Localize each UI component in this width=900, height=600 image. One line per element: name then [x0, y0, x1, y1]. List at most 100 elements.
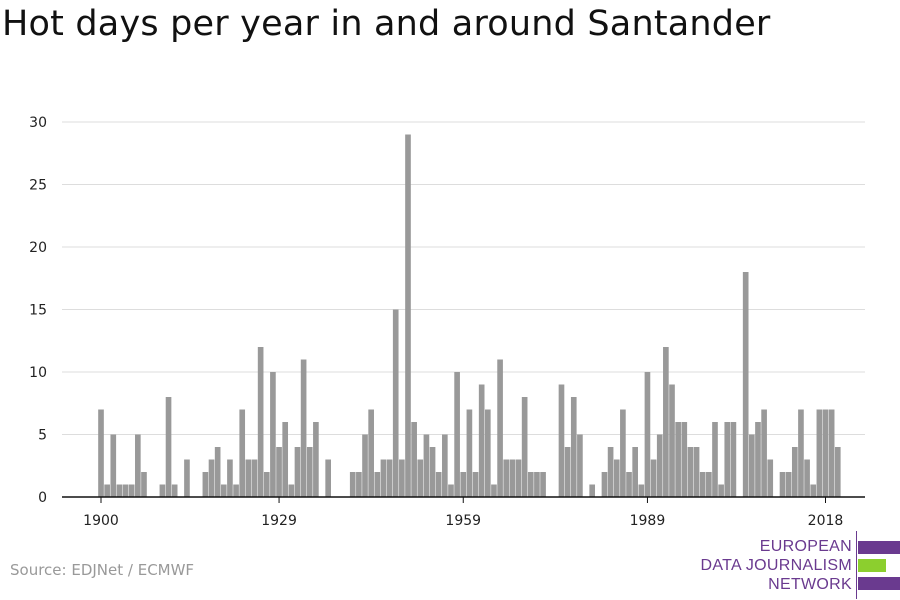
bar-1917 — [202, 472, 209, 497]
bar-2007 — [755, 422, 761, 497]
bar-1943 — [362, 434, 368, 497]
bar-2016 — [810, 484, 817, 497]
bar-1998 — [699, 472, 706, 497]
bar-2009 — [767, 459, 774, 497]
bar-1923 — [239, 409, 246, 497]
bar-1947 — [386, 459, 393, 497]
bar-1924 — [245, 459, 252, 497]
grid-lines — [62, 121, 865, 435]
bar-1999 — [706, 472, 712, 497]
chart-title: Hot days per year in and around Santande… — [2, 4, 771, 44]
bar-1920 — [220, 484, 227, 497]
bar-1971 — [534, 472, 540, 497]
bar-2012 — [785, 472, 792, 497]
bar-1987 — [632, 447, 638, 497]
bar-1993 — [669, 384, 675, 497]
bar-1983 — [607, 447, 614, 497]
bar-1933 — [300, 359, 307, 497]
bar-1927 — [263, 472, 270, 497]
edjnet-logo: EUROPEAN DATA JOURNALISM NETWORK — [700, 531, 900, 600]
bar-2019 — [828, 409, 835, 497]
bar-2017 — [816, 409, 823, 497]
bar-1935 — [313, 422, 319, 497]
bar-1946 — [380, 459, 387, 497]
bar-1952 — [417, 459, 424, 497]
bar-1903 — [116, 484, 123, 497]
bar-1962 — [478, 384, 485, 497]
bar-1970 — [527, 472, 534, 497]
bar-1910 — [159, 484, 166, 497]
bar-1926 — [257, 347, 264, 497]
bar-1929 — [276, 447, 282, 497]
bar-1977 — [570, 397, 577, 497]
logo-line-2: DATA JOURNALISM — [700, 557, 852, 574]
bar-2014 — [798, 409, 804, 497]
bar-1942 — [356, 472, 362, 497]
bar-1921 — [227, 459, 233, 497]
y-tick-label: 10 — [29, 365, 47, 381]
bar-1928 — [270, 372, 276, 497]
bar-1991 — [656, 434, 663, 497]
bar-1963 — [484, 409, 491, 497]
bar-2008 — [761, 409, 767, 497]
bar-1959 — [460, 472, 467, 497]
bar-1937 — [325, 459, 331, 497]
bar-1944 — [368, 409, 374, 497]
bar-1955 — [435, 472, 442, 497]
bar-1967 — [509, 459, 516, 497]
bar-1904 — [122, 484, 129, 497]
y-tick-label: 30 — [29, 115, 47, 131]
bar-1997 — [693, 447, 700, 497]
x-tick-label: 1959 — [445, 513, 481, 529]
bar-1965 — [497, 359, 503, 497]
bar-1990 — [650, 459, 657, 497]
bar-1972 — [540, 472, 546, 497]
bar-1985 — [620, 409, 626, 497]
bar-1912 — [171, 484, 178, 497]
bar-2018 — [822, 409, 829, 497]
bar-2002 — [724, 422, 731, 497]
bar-2015 — [804, 459, 810, 497]
y-tick-label: 15 — [29, 303, 47, 319]
bar-2005 — [742, 272, 749, 497]
bar-1941 — [349, 472, 356, 497]
bar-1995 — [681, 422, 688, 497]
bar-1919 — [214, 447, 221, 497]
bar-1992 — [663, 347, 669, 497]
bar-1968 — [515, 459, 522, 497]
bar-chart: 0 5 10 15 20 25 30 1900 1929 1959 1989 2018 — [29, 115, 865, 529]
logo-bar-purple-top — [858, 541, 900, 554]
bar-1932 — [294, 447, 301, 497]
bar-1982 — [601, 472, 608, 497]
y-tick-label: 0 — [38, 490, 47, 506]
bar-2011 — [779, 472, 786, 497]
bar-1996 — [687, 447, 694, 497]
source-note: Source: EDJNet / ECMWF — [10, 561, 195, 579]
bar-1949 — [399, 459, 405, 497]
bars — [98, 134, 841, 497]
bar-1956 — [442, 434, 448, 497]
bar-1980 — [589, 484, 596, 497]
bar-1951 — [411, 422, 417, 497]
bar-1905 — [128, 484, 135, 497]
bar-1945 — [374, 472, 381, 497]
bar-1925 — [251, 459, 258, 497]
x-tick-label: 1929 — [261, 513, 297, 529]
bar-1931 — [288, 484, 295, 497]
x-tick-label: 2018 — [808, 513, 844, 529]
y-tick-label: 20 — [29, 240, 47, 256]
bar-1930 — [282, 422, 289, 497]
bar-1994 — [675, 422, 681, 497]
bar-1986 — [626, 472, 632, 497]
logo-bar-purple-bottom — [858, 577, 900, 590]
bar-1958 — [454, 372, 460, 497]
bar-2003 — [730, 422, 737, 497]
bar-1966 — [503, 459, 510, 497]
bar-1901 — [104, 484, 110, 497]
x-tick-label: 1989 — [630, 513, 666, 529]
bar-1978 — [577, 434, 583, 497]
logo-line-3: NETWORK — [768, 576, 852, 593]
bar-1950 — [405, 134, 411, 497]
bar-1989 — [644, 372, 651, 497]
logo-divider — [856, 531, 857, 599]
